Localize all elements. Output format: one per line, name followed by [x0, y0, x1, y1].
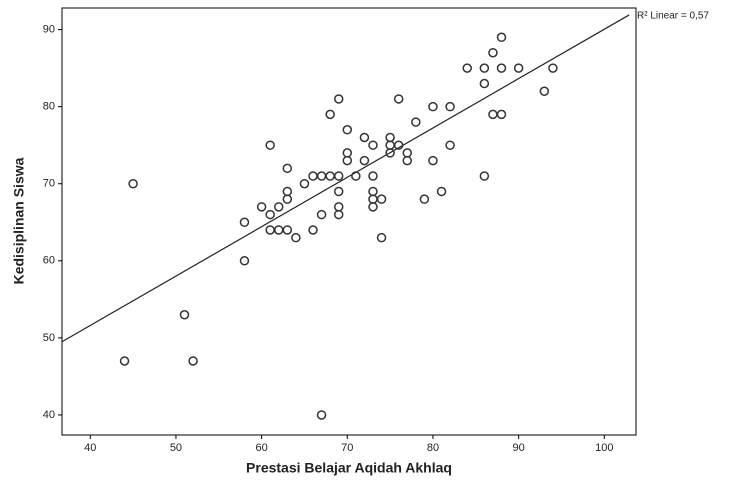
point [119, 356, 130, 366]
point [496, 32, 507, 43]
point [333, 202, 344, 212]
point [256, 202, 267, 212]
point [496, 63, 507, 73]
point [359, 155, 370, 166]
x-tick-label: 60 [255, 442, 267, 454]
point [308, 225, 318, 235]
point [402, 155, 413, 166]
x-tick-label: 90 [513, 442, 525, 454]
point [333, 171, 344, 181]
y-tick-label: 80 [43, 101, 55, 113]
point [488, 109, 498, 120]
point [342, 155, 353, 166]
point [436, 186, 447, 197]
point [265, 140, 275, 150]
point [325, 171, 335, 181]
point [316, 209, 327, 220]
y-tick-label: 70 [43, 178, 55, 190]
x-tick-label: 80 [427, 442, 439, 454]
plot-frame [61, 7, 637, 436]
point [428, 101, 438, 112]
point [445, 101, 455, 112]
point [282, 186, 293, 197]
point [376, 194, 387, 204]
point [411, 117, 421, 127]
point [368, 140, 378, 150]
point [445, 140, 455, 150]
point [128, 178, 138, 189]
point [333, 209, 344, 220]
point [333, 186, 344, 197]
point [368, 186, 378, 197]
point [351, 171, 361, 181]
point [282, 163, 293, 174]
point [188, 356, 198, 366]
point [479, 171, 490, 181]
point [479, 78, 490, 89]
point [342, 148, 353, 158]
x-tick-label: 70 [341, 442, 353, 454]
point [385, 132, 395, 143]
point [179, 310, 190, 320]
point [308, 171, 318, 181]
point [496, 109, 507, 120]
point [539, 86, 550, 96]
point [359, 132, 370, 143]
point [488, 47, 498, 58]
x-tick-label: 100 [595, 442, 613, 454]
y-tick-label: 50 [43, 332, 55, 344]
point [393, 94, 404, 104]
point [239, 256, 250, 266]
point [273, 225, 284, 235]
point [316, 171, 327, 181]
fit-line [61, 14, 630, 343]
point [402, 148, 413, 158]
point [282, 194, 293, 204]
y-tick-label: 40 [43, 409, 55, 421]
y-axis-title: Kedisiplinan Siswa [11, 157, 27, 284]
point [316, 410, 327, 420]
point [333, 94, 344, 104]
x-tick-label: 40 [84, 442, 96, 454]
x-tick-label: 50 [170, 442, 182, 454]
point [393, 140, 404, 150]
point [428, 155, 438, 166]
point [513, 63, 524, 73]
point [342, 125, 353, 135]
point [325, 109, 335, 120]
point [291, 232, 301, 243]
point [368, 202, 378, 212]
point [479, 63, 490, 73]
y-tick-label: 60 [43, 255, 55, 267]
point [282, 225, 293, 235]
point [368, 194, 378, 204]
point [385, 140, 395, 150]
x-axis-title: Prestasi Belajar Aqidah Akhlaq [246, 460, 452, 476]
point [376, 232, 387, 243]
point [548, 63, 558, 73]
point [239, 217, 250, 228]
point [299, 178, 310, 189]
point [265, 209, 275, 220]
point [273, 202, 284, 212]
point [462, 63, 472, 73]
y-tick-label: 90 [43, 23, 55, 35]
point [419, 194, 430, 204]
r2-annotation: R² Linear = 0,57 [637, 11, 709, 22]
point [368, 171, 378, 181]
point [265, 225, 275, 235]
